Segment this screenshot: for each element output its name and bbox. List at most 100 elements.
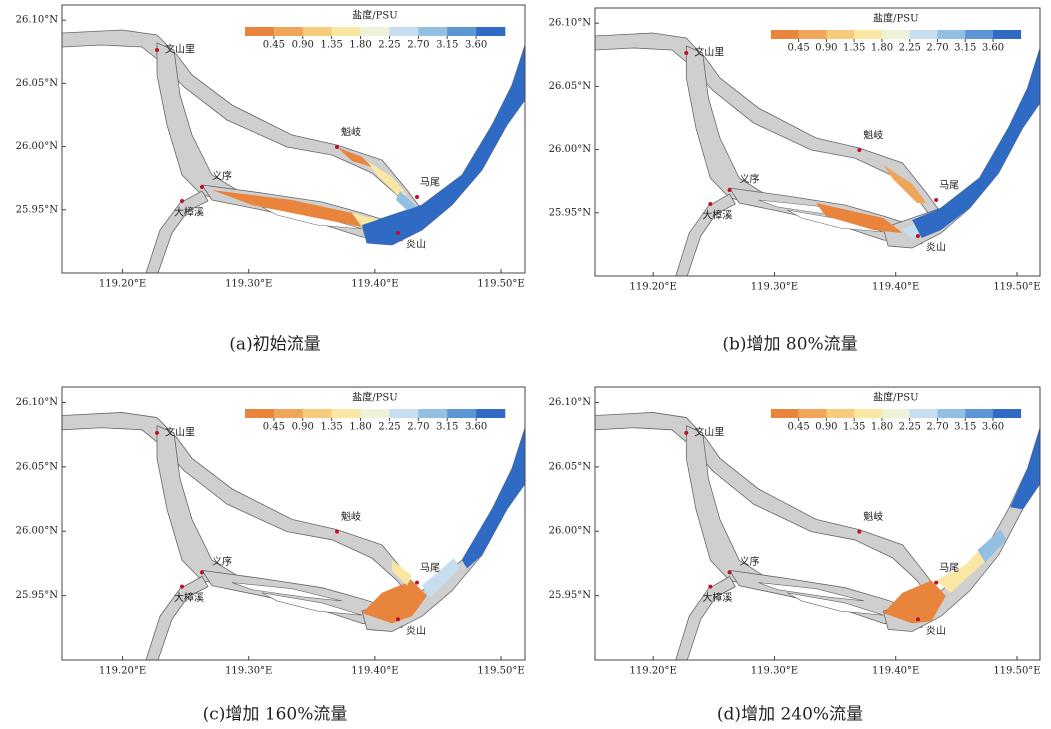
x-tick-label: 119.50°E: [993, 282, 1040, 293]
colorbar-segment: [274, 27, 303, 36]
colorbar-segment: [910, 409, 938, 418]
river: [883, 48, 1040, 248]
colorbar-segment: [826, 409, 854, 418]
place-dot: [415, 581, 419, 585]
colorbar-segment: [245, 409, 274, 418]
colorbar-tick-label: 2.70: [407, 422, 429, 433]
river: [595, 412, 941, 602]
colorbar-tick-label: 0.90: [815, 43, 837, 54]
place-dot: [200, 185, 204, 189]
y-tick-label: 26.10°N: [16, 15, 59, 26]
sea: [362, 45, 525, 245]
y-tick-label: 26.00°N: [16, 141, 59, 152]
colorbar-tick-label: 1.35: [321, 422, 343, 433]
x-tick-label: 119.20°E: [630, 282, 677, 293]
place-label: 文山里: [165, 425, 195, 438]
colorbar-segment: [303, 409, 332, 418]
colorbar-segment: [993, 30, 1021, 39]
place-dot: [180, 199, 184, 203]
x-tick-label: 119.50°E: [993, 666, 1040, 677]
map-geometry: [595, 412, 1040, 660]
place-label: 魁岐: [341, 510, 361, 523]
colorbar-tick-label: 3.60: [465, 422, 487, 433]
y-tick-label: 26.10°N: [549, 18, 592, 29]
colorbar-tick-label: 3.15: [954, 43, 976, 54]
colorbar-title: 盐度/PSU: [352, 9, 397, 22]
x-tick-label: 119.20°E: [99, 666, 146, 677]
colorbar-segment: [799, 30, 827, 39]
colorbar-segment: [937, 409, 965, 418]
y-tick-label: 26.00°N: [16, 526, 59, 537]
colorbar-tick-label: 1.80: [349, 40, 371, 51]
x-tick-label: 119.30°E: [225, 279, 272, 290]
colorbar-segment: [245, 27, 274, 36]
place-label: 大樟溪: [702, 209, 732, 222]
place-label: 大樟溪: [702, 591, 732, 604]
colorbar-tick-label: 2.25: [378, 422, 400, 433]
place-dot: [916, 617, 920, 621]
colorbar-tick-label: 3.15: [436, 422, 458, 433]
y-tick-label: 26.05°N: [549, 461, 592, 472]
colorbar-segment: [965, 409, 993, 418]
place-dot: [335, 145, 339, 149]
x-tick-label: 119.40°E: [351, 666, 398, 677]
colorbar-tick-label: 1.80: [871, 422, 893, 433]
place-label: 魁岐: [863, 510, 883, 523]
river: [662, 194, 735, 276]
colorbar-tick-label: 1.35: [843, 43, 865, 54]
map-geometry: [62, 412, 525, 660]
place-label: 马尾: [939, 562, 959, 574]
colorbar-tick-label: 1.35: [843, 422, 865, 433]
place-dot: [857, 148, 861, 152]
river: [662, 576, 735, 660]
y-tick-label: 26.10°N: [549, 397, 592, 408]
x-tick-label: 119.20°E: [630, 666, 677, 677]
colorbar-segment: [854, 409, 882, 418]
place-label: 义序: [740, 555, 760, 568]
river: [132, 191, 208, 273]
colorbar-tick-label: 0.90: [815, 422, 837, 433]
caption: (b)增加 80%流量: [722, 335, 857, 355]
place-label: 义序: [212, 555, 232, 568]
place-dot: [857, 530, 861, 534]
colorbar-segment: [274, 409, 303, 418]
place-label: 炎山: [406, 625, 426, 637]
y-tick-label: 26.10°N: [16, 397, 59, 408]
place-dot: [684, 51, 688, 55]
y-tick-label: 25.95°N: [549, 590, 592, 601]
colorbar-tick-label: 0.45: [788, 43, 810, 54]
x-tick-label: 119.40°E: [872, 282, 919, 293]
place-dot: [934, 198, 938, 202]
place-dot: [200, 570, 204, 574]
place-label: 炎山: [926, 625, 946, 637]
place-dot: [155, 431, 159, 435]
place-label: 马尾: [420, 562, 440, 574]
river: [132, 576, 208, 660]
x-tick-label: 119.30°E: [751, 666, 798, 677]
y-tick-label: 25.95°N: [549, 207, 592, 218]
caption: (d)增加 240%流量: [717, 705, 863, 725]
colorbar-title: 盐度/PSU: [873, 12, 918, 25]
colorbar-tick-label: 2.25: [899, 43, 921, 54]
map-geometry: [62, 30, 525, 273]
colorbar-tick-label: 2.70: [926, 422, 948, 433]
colorbar-title: 盐度/PSU: [352, 391, 397, 404]
colorbar-segment: [965, 30, 993, 39]
colorbar-tick-label: 0.90: [292, 422, 314, 433]
colorbar-tick-label: 1.80: [349, 422, 371, 433]
colorbar-tick-label: 0.45: [788, 422, 810, 433]
x-tick-label: 119.50°E: [477, 666, 524, 677]
colorbar-title: 盐度/PSU: [873, 391, 918, 404]
colorbar-tick-label: 2.25: [378, 40, 400, 51]
colorbar-segment: [771, 409, 799, 418]
colorbar-tick-label: 0.45: [263, 422, 285, 433]
colorbar-segment: [418, 409, 447, 418]
colorbar-tick-label: 3.60: [982, 43, 1004, 54]
caption: (c)增加 160%流量: [203, 705, 348, 725]
place-label: 义序: [740, 173, 760, 186]
colorbar-tick-label: 3.15: [954, 422, 976, 433]
place-label: 魁岐: [341, 126, 361, 139]
x-tick-label: 119.40°E: [351, 279, 398, 290]
